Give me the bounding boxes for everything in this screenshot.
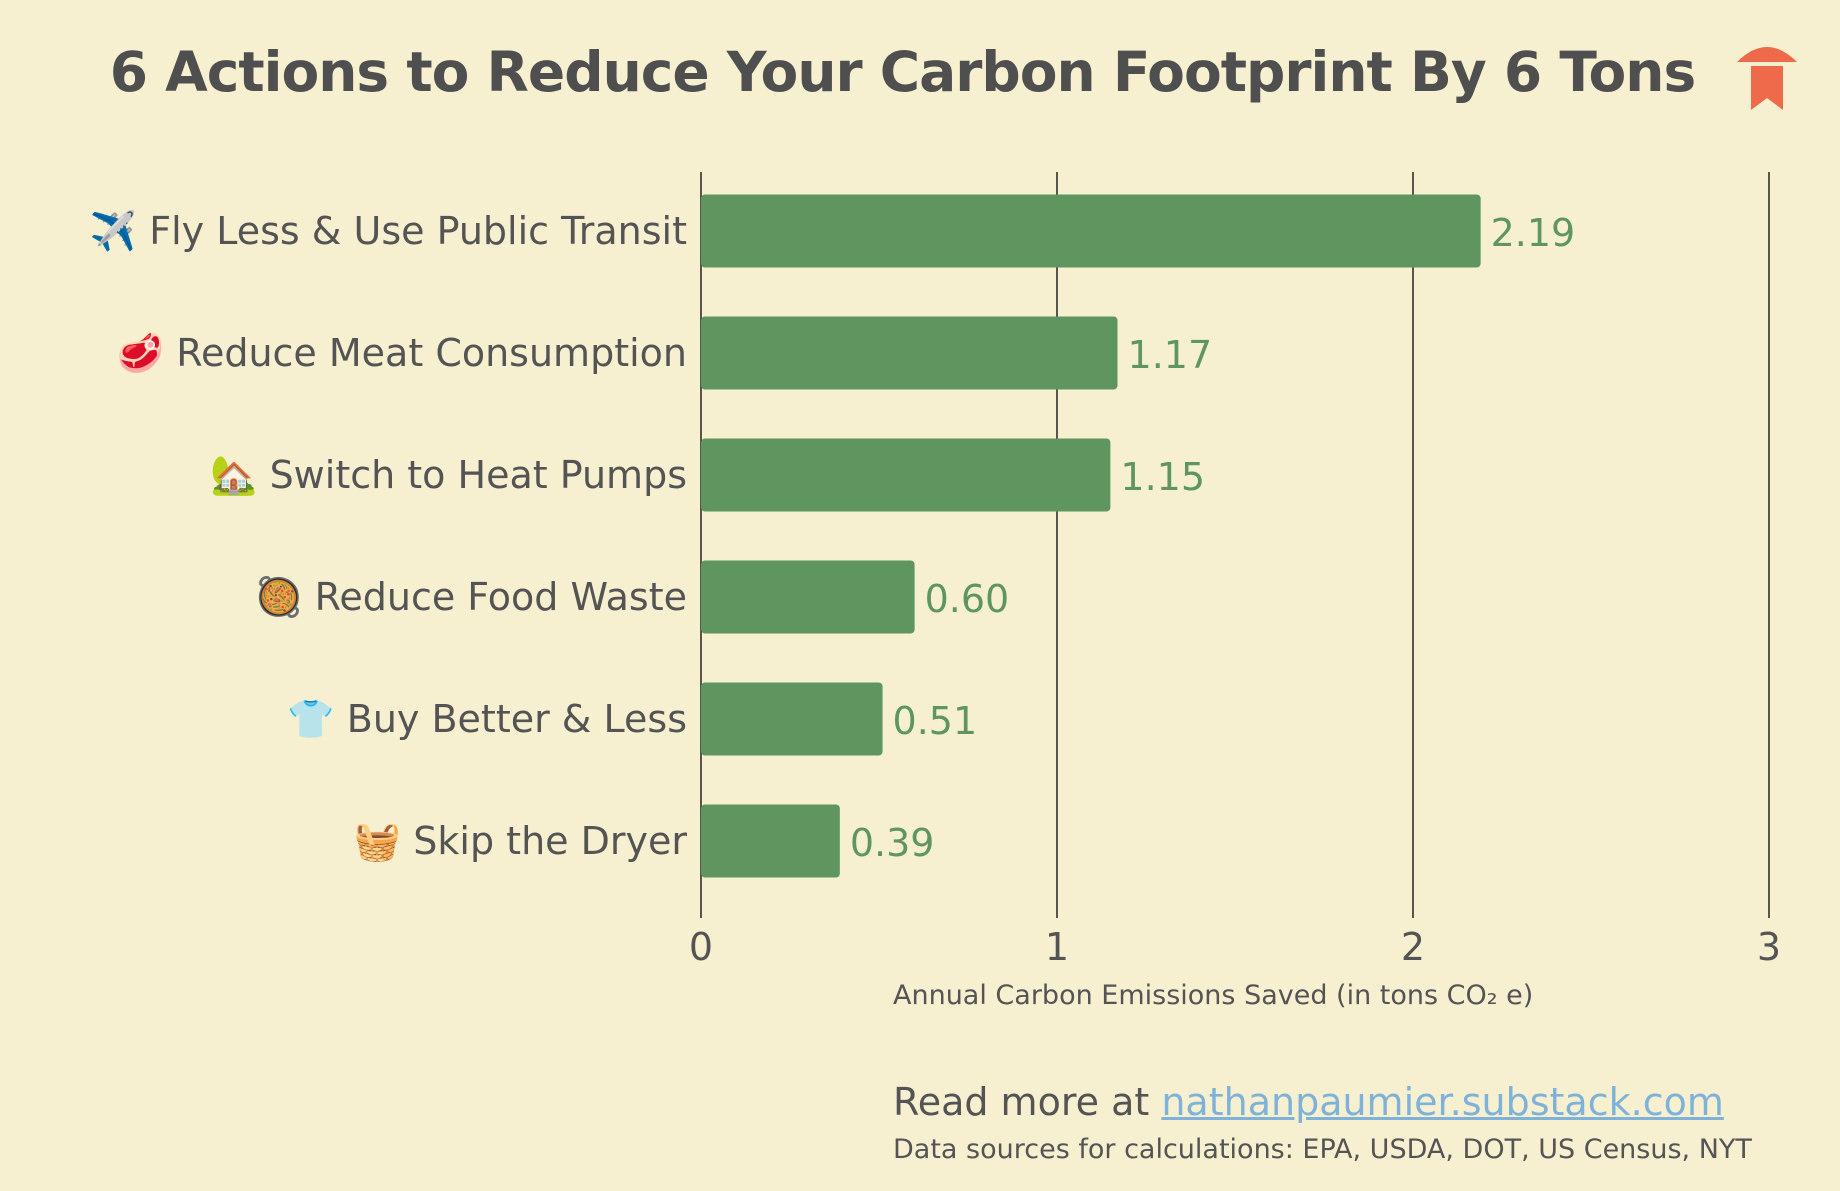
- data-sources-note: Data sources for calculations: EPA, USDA…: [893, 1134, 1752, 1165]
- category-label-0: ✈️ Fly Less & Use Public Transit: [90, 208, 687, 253]
- bar-5: [701, 804, 840, 878]
- bookmark-icon: [1737, 47, 1797, 110]
- value-label-4: 0.51: [893, 699, 978, 743]
- value-label-2: 1.15: [1120, 455, 1205, 499]
- bar-0: [701, 194, 1481, 268]
- bookmark-ribbon: [1751, 66, 1783, 110]
- category-label-1: 🥩 Reduce Meat Consumption: [117, 331, 687, 376]
- category-label-3: 🥘 Reduce Food Waste: [255, 574, 687, 620]
- gridlines: [700, 172, 1770, 918]
- value-label-3: 0.60: [925, 577, 1010, 621]
- value-label-5: 0.39: [850, 821, 935, 865]
- bars: [701, 194, 1481, 878]
- x-tick-label-1: 1: [1045, 925, 1069, 969]
- bookmark-cap: [1737, 47, 1797, 62]
- x-tick-label-0: 0: [689, 925, 713, 969]
- bar-2: [701, 438, 1111, 512]
- category-label-2: 🏡 Switch to Heat Pumps: [210, 453, 687, 497]
- x-tick-label-3: 3: [1757, 925, 1781, 969]
- category-labels: ✈️ Fly Less & Use Public Transit 🥩 Reduce…: [90, 208, 688, 863]
- category-label-4: 👕 Buy Better & Less: [287, 697, 687, 741]
- read-more-line: Read more at nathanpaumier.substack.com: [893, 1080, 1724, 1124]
- bar-4: [701, 682, 883, 756]
- bar-1: [701, 316, 1118, 390]
- x-tick-labels: 0 1 2 3: [689, 925, 1781, 969]
- value-label-1: 1.17: [1128, 333, 1213, 377]
- x-axis-label: Annual Carbon Emissions Saved (in tons C…: [893, 980, 1534, 1011]
- value-labels: 2.19 1.17 1.15 0.60 0.51 0.39: [850, 211, 1575, 865]
- x-tick-label-2: 2: [1401, 925, 1425, 969]
- bar-3: [701, 560, 915, 634]
- substack-link[interactable]: nathanpaumier.substack.com: [1161, 1080, 1724, 1124]
- value-label-0: 2.19: [1491, 211, 1576, 255]
- category-label-5: 🧺 Skip the Dryer: [354, 819, 687, 863]
- read-more-prefix: Read more at: [893, 1080, 1162, 1124]
- chart-title: 6 Actions to Reduce Your Carbon Footprin…: [109, 40, 1696, 104]
